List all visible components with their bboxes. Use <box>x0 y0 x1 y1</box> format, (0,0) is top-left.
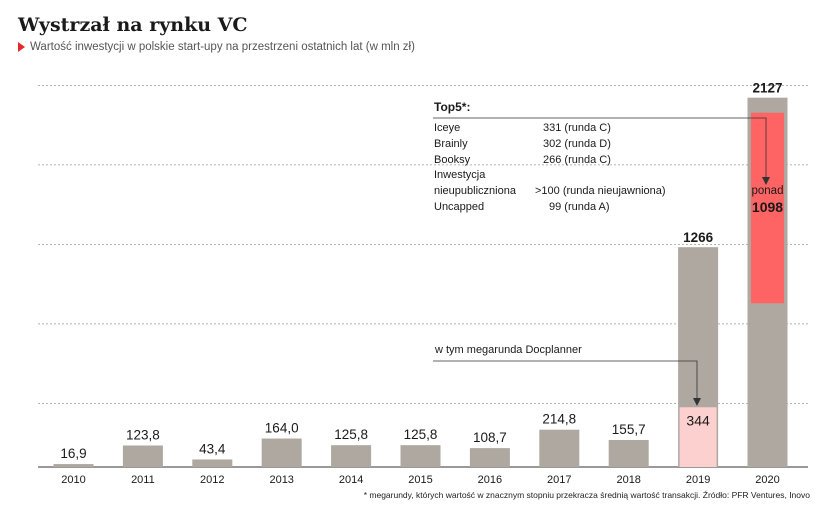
footnote: * megarundy, których wartość w znacznym … <box>363 490 810 500</box>
top5-name-1: Brainly <box>434 138 468 150</box>
annotation-line-top5 <box>433 117 767 181</box>
value-label-2010: 16,9 <box>60 446 86 461</box>
value-label-2018: 155,7 <box>612 422 646 437</box>
value-label-2016: 108,7 <box>473 430 507 445</box>
arrowhead-icon <box>693 398 701 406</box>
top5-value-2: 266 (runda C) <box>543 154 611 166</box>
highlight-label-2020: 1098 <box>752 199 783 215</box>
bar-2017 <box>539 429 580 467</box>
value-label-2013: 164,0 <box>265 421 299 436</box>
subtitle-text: Wartość inwestycji w polskie start-upy n… <box>30 41 415 53</box>
tick-label-2011: 2011 <box>131 474 155 486</box>
value-label-2017: 214,8 <box>542 412 576 427</box>
tick-label-2017: 2017 <box>547 474 571 486</box>
value-label-2012: 43,4 <box>199 441 226 456</box>
top5-value-4: >100 (runda nieujawniona) <box>535 185 666 197</box>
bar-2010 <box>53 464 94 467</box>
bar-2018 <box>608 439 649 467</box>
tick-label-2015: 2015 <box>408 474 432 486</box>
annotation-docplanner: w tym megarunda Docplanner <box>434 344 582 356</box>
top5-value-5: 99 (runda A) <box>549 201 610 213</box>
top5-name-4: nieupubliczniona <box>434 185 517 197</box>
tick-label-2013: 2013 <box>269 474 293 486</box>
tick-label-2014: 2014 <box>339 474 363 486</box>
tick-label-2012: 2012 <box>200 474 224 486</box>
tick-label-2010: 2010 <box>61 474 85 486</box>
bar-2015 <box>400 445 441 467</box>
tick-label-2016: 2016 <box>478 474 502 486</box>
tick-label-2020: 2020 <box>755 474 779 486</box>
top5-heading: Top5*: <box>434 100 470 114</box>
top5-name-0: Iceye <box>434 122 460 134</box>
bar-2016 <box>469 448 510 467</box>
triangle-marker-icon <box>18 42 25 52</box>
bar-2011 <box>122 445 163 467</box>
bar-2013 <box>261 438 302 467</box>
top5-name-5: Uncapped <box>434 201 484 213</box>
highlight-label-2019: 344 <box>686 412 710 428</box>
highlight-segment-2020 <box>751 112 784 304</box>
value-label-2019: 1266 <box>683 230 714 245</box>
value-label-2014: 125,8 <box>334 427 368 442</box>
value-label-2011: 123,8 <box>126 428 160 443</box>
bar-2012 <box>192 459 233 467</box>
arrowhead-icon <box>762 177 770 185</box>
chart-subtitle: Wartość inwestycji w polskie start-upy n… <box>18 41 415 53</box>
top5-value-0: 331 (runda C) <box>543 122 611 134</box>
annotation-line-docplanner <box>433 360 698 402</box>
top5-value-1: 302 (runda D) <box>543 138 611 150</box>
bar-2014 <box>331 445 372 467</box>
chart-title: Wystrzał na rynku VC <box>18 14 248 36</box>
value-label-2020: 2127 <box>752 81 782 96</box>
value-label-2015: 125,8 <box>404 427 438 442</box>
tick-label-2019: 2019 <box>686 474 710 486</box>
top5-name-3: Inwestycja <box>434 169 486 181</box>
top5-name-2: Booksy <box>434 154 471 166</box>
highlight-label-top-2020: ponad <box>752 185 784 197</box>
tick-label-2018: 2018 <box>616 474 640 486</box>
highlight-segment-2019 <box>679 407 717 467</box>
